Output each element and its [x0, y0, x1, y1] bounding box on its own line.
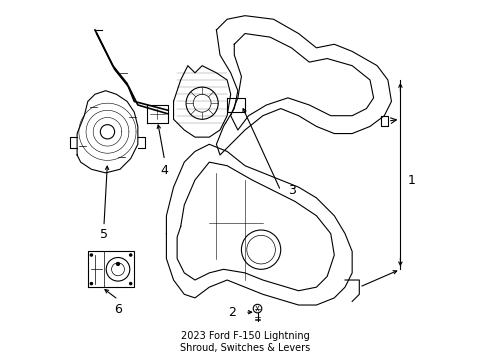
Circle shape [247, 235, 275, 264]
Circle shape [130, 254, 132, 256]
Circle shape [253, 304, 262, 313]
Text: 5: 5 [100, 228, 108, 241]
Circle shape [112, 263, 124, 276]
Text: 3: 3 [288, 184, 296, 197]
Circle shape [100, 125, 115, 139]
Text: 1: 1 [408, 174, 416, 186]
Circle shape [90, 283, 93, 285]
Circle shape [186, 87, 218, 119]
Circle shape [130, 283, 132, 285]
Text: 2023 Ford F-150 Lightning
Shroud, Switches & Levers: 2023 Ford F-150 Lightning Shroud, Switch… [180, 331, 310, 353]
Circle shape [193, 94, 211, 112]
Circle shape [117, 262, 120, 265]
Circle shape [242, 230, 281, 269]
Circle shape [106, 257, 130, 281]
Text: 2: 2 [228, 306, 236, 319]
Text: 4: 4 [161, 164, 169, 177]
Text: 6: 6 [114, 303, 122, 316]
Circle shape [90, 254, 93, 256]
